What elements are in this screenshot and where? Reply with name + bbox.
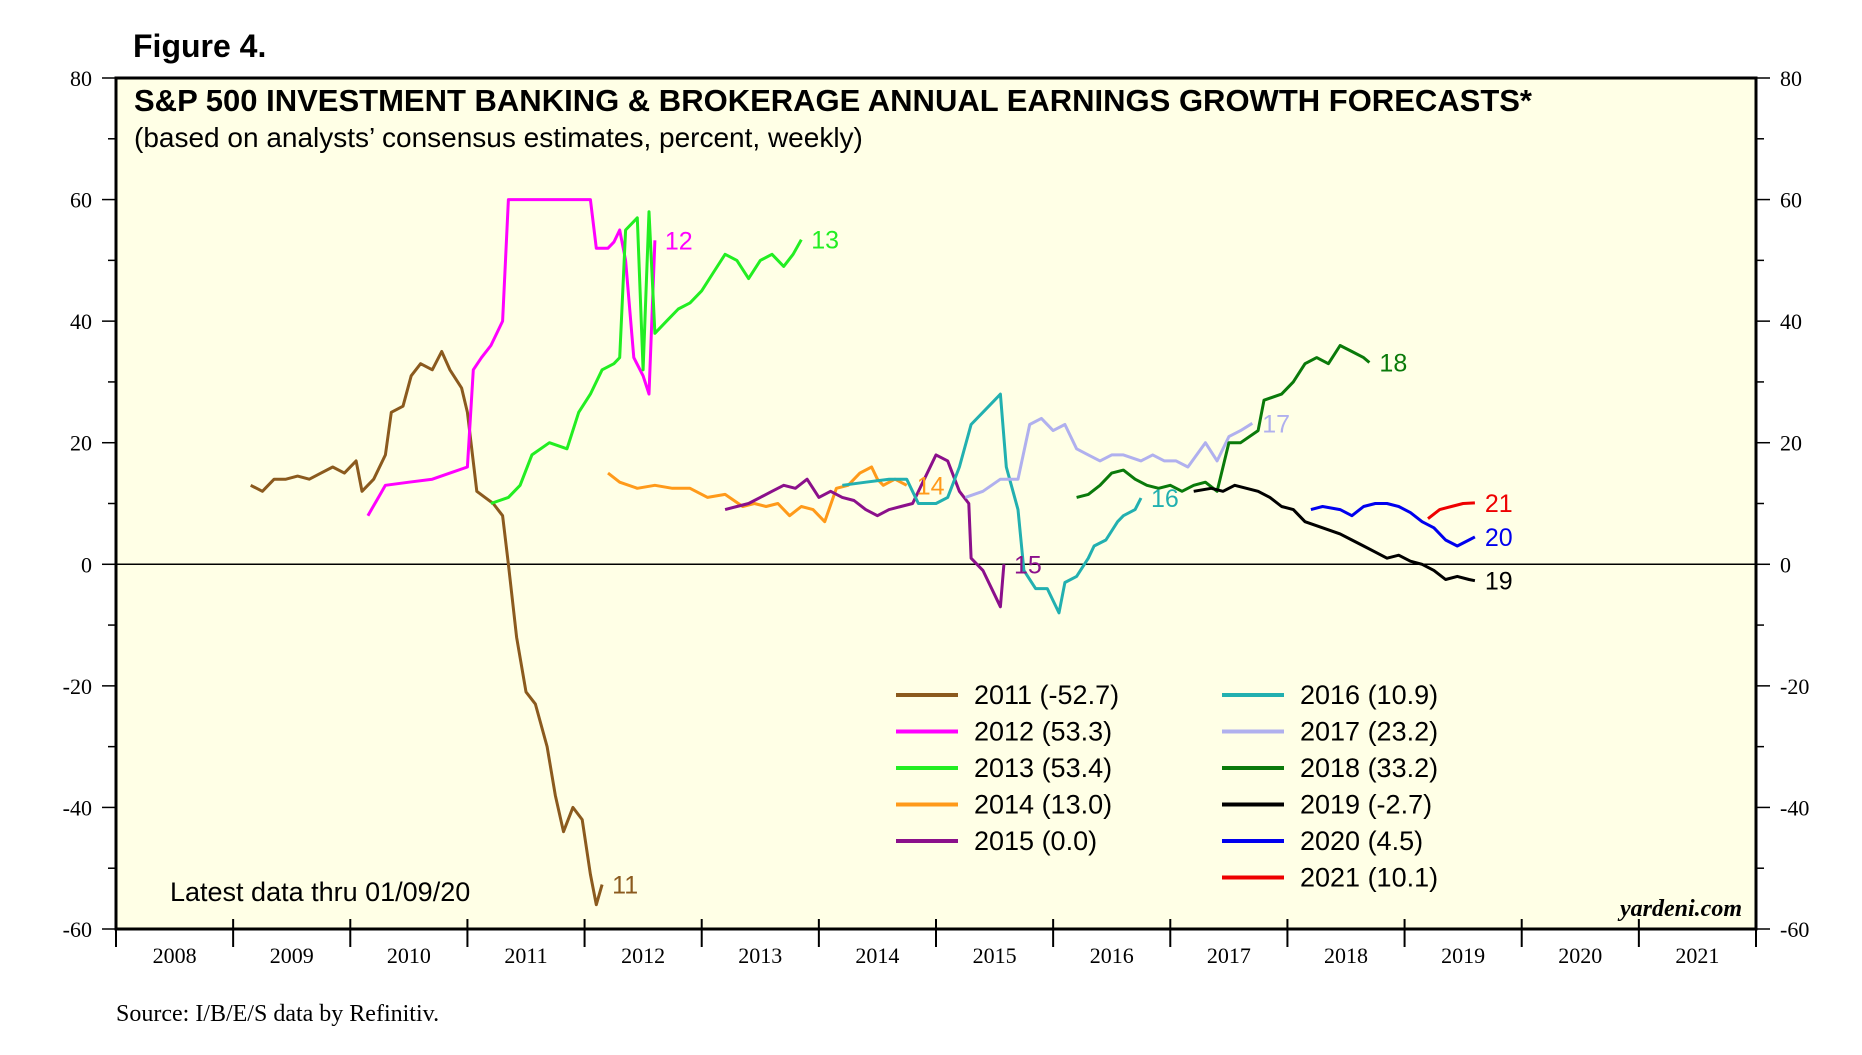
x-year-label: 2020 xyxy=(1558,943,1602,968)
series-line-11 xyxy=(250,350,604,907)
source-note: Source: I/B/E/S data by Refinitiv. xyxy=(116,1001,439,1027)
series-line-19 xyxy=(1193,483,1476,583)
y-tick-label-right: 40 xyxy=(1780,309,1802,334)
y-tick-label-left: 40 xyxy=(70,309,92,334)
series-line-15 xyxy=(724,453,1006,609)
y-tick-label-right: -40 xyxy=(1780,795,1809,820)
legend-entry: 2011 (-52.7) xyxy=(974,680,1119,710)
series-line-21 xyxy=(1427,501,1475,520)
y-tick-label-left: 0 xyxy=(81,552,92,577)
y-tick-label-left: 60 xyxy=(70,188,92,213)
y-tick-label-right: 80 xyxy=(1780,66,1802,91)
brand-label: yardeni.com xyxy=(1617,896,1742,922)
series-line-17 xyxy=(964,416,1254,499)
chart-subtitle: (based on analysts’ consensus estimates,… xyxy=(134,122,863,153)
legend: 2011 (-52.7) 2012 (53.3) 2013 (53.4) 2014 (… xyxy=(896,680,1438,893)
series-lines xyxy=(250,198,1476,907)
latest-data-note: Latest data thru 01/09/20 xyxy=(170,877,470,907)
x-year-label: 2015 xyxy=(973,943,1017,968)
x-year-label: 2012 xyxy=(621,943,665,968)
y-tick-label-left: -60 xyxy=(63,917,92,942)
legend-entry: 2012 (53.3) xyxy=(974,717,1112,747)
x-year-label: 2018 xyxy=(1324,943,1368,968)
y-tick-label-left: 20 xyxy=(70,431,92,456)
chart-title: S&P 500 INVESTMENT BANKING & BROKERAGE A… xyxy=(134,83,1533,118)
legend-entry: 2021 (10.1) xyxy=(1300,863,1438,893)
legend-entry: 2013 (53.4) xyxy=(974,753,1112,783)
y-tick-label-right: -20 xyxy=(1780,674,1809,699)
y-tick-label-left: 80 xyxy=(70,66,92,91)
figure-label: Figure 4. xyxy=(133,28,266,64)
x-year-label: 2011 xyxy=(504,943,547,968)
x-year-label: 2009 xyxy=(270,943,314,968)
x-year-label: 2019 xyxy=(1441,943,1485,968)
series-end-labels: 11 12 13 14 15 16 17 18 19 20 21 xyxy=(612,227,1513,900)
series-end-label-21: 21 xyxy=(1485,490,1513,518)
x-year-label: 2017 xyxy=(1207,943,1251,968)
y-axis-left: 80 60 40 20 0 -20 -40 -60 xyxy=(63,66,116,942)
legend-entry: 2018 (33.2) xyxy=(1300,753,1438,783)
series-line-16 xyxy=(842,392,1143,615)
series-line-13 xyxy=(490,210,803,505)
legend-entry: 2015 (0.0) xyxy=(974,826,1097,856)
series-end-label-20: 20 xyxy=(1485,524,1513,552)
series-end-label-14: 14 xyxy=(917,472,945,500)
y-tick-label-right: 20 xyxy=(1780,431,1802,456)
series-line-18 xyxy=(1076,344,1371,499)
series-end-label-19: 19 xyxy=(1485,568,1513,596)
series-end-label-18: 18 xyxy=(1379,349,1407,377)
y-axis-right: 80 60 40 20 0 -20 -40 -60 xyxy=(1756,66,1809,942)
x-year-label: 2013 xyxy=(738,943,782,968)
x-year-label: 2021 xyxy=(1675,943,1719,968)
x-year-label: 2010 xyxy=(387,943,431,968)
y-tick-label-left: -20 xyxy=(63,674,92,699)
x-axis: 2008 2009 2010 2011 2012 2013 2014 2015 2016 2017… xyxy=(115,919,1757,968)
y-tick-label-left: -40 xyxy=(63,795,92,820)
legend-entry: 2016 (10.9) xyxy=(1300,680,1438,710)
y-tick-label-right: 60 xyxy=(1780,188,1802,213)
x-year-label: 2014 xyxy=(855,943,899,968)
series-end-label-13: 13 xyxy=(811,227,839,255)
series-end-label-15: 15 xyxy=(1014,551,1042,579)
series-end-label-12: 12 xyxy=(665,227,693,255)
series-end-label-17: 17 xyxy=(1262,410,1290,438)
legend-entry: 2019 (-2.7) xyxy=(1300,790,1432,820)
x-year-label: 2008 xyxy=(153,943,197,968)
legend-entry: 2017 (23.2) xyxy=(1300,717,1438,747)
legend-entry: 2020 (4.5) xyxy=(1300,826,1423,856)
series-end-label-11: 11 xyxy=(612,872,638,900)
series-line-12 xyxy=(366,198,657,517)
y-tick-label-right: -60 xyxy=(1780,917,1809,942)
legend-entry: 2014 (13.0) xyxy=(974,790,1112,820)
series-line-20 xyxy=(1310,502,1476,548)
x-year-label: 2016 xyxy=(1090,943,1134,968)
series-end-label-16: 16 xyxy=(1151,485,1179,513)
y-tick-label-right: 0 xyxy=(1780,552,1791,577)
